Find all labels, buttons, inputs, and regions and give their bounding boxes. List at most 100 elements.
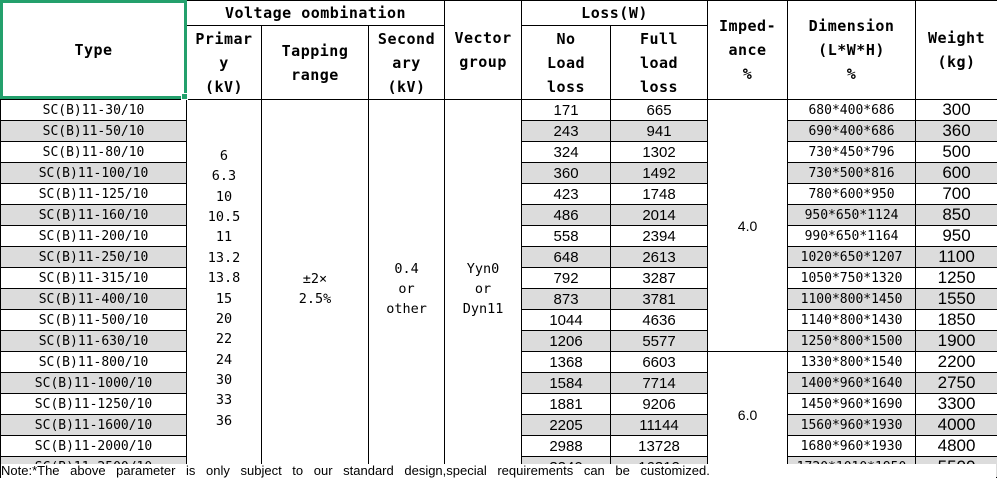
weight-cell: 1550 [915, 288, 997, 310]
col-header-primary-kv: Primar y (kV) [186, 25, 262, 100]
no-load-loss-cell: 2205 [521, 414, 612, 436]
dimension-cell: 950*650*1124 [787, 204, 917, 226]
weight-cell: 2750 [915, 372, 997, 394]
weight-cell: 300 [915, 99, 997, 121]
weight-cell: 1250 [915, 267, 997, 289]
type-cell: SC(B)11-100/10 [0, 162, 187, 184]
no-load-loss-cell: 486 [521, 204, 612, 226]
table-body: SC(B)11-30/10 6 6.3 10 10.5 11 13.2 13.8 … [0, 99, 997, 478]
dimension-cell: 990*650*1164 [787, 225, 917, 247]
full-load-loss-cell: 3287 [610, 267, 709, 289]
full-load-loss-cell: 941 [610, 120, 709, 142]
type-cell: SC(B)11-400/10 [0, 288, 187, 310]
full-load-loss-cell: 3781 [610, 288, 709, 310]
no-load-loss-cell: 171 [521, 99, 612, 121]
table-row: SC(B)11-1000/10 1584 7714 1400*960*1640 2750 [0, 372, 997, 394]
col-header-voltage-combination: Voltage oombination [185, 0, 446, 26]
dimension-cell: 1400*960*1640 [787, 372, 917, 394]
weight-cell: 700 [915, 183, 997, 205]
no-load-loss-cell: 360 [521, 162, 612, 184]
type-cell: SC(B)11-50/10 [0, 120, 187, 142]
weight-cell: 500 [915, 141, 997, 163]
col-header-full-load-loss: Full load loss [610, 25, 709, 100]
full-load-loss-cell: 1492 [610, 162, 709, 184]
weight-cell: 850 [915, 204, 997, 226]
no-load-loss-cell: 558 [521, 225, 612, 247]
weight-cell: 4000 [915, 414, 997, 436]
vector-group-cell: Yyn0 or Dyn11 [444, 99, 523, 478]
col-header-loss: Loss(W) [521, 0, 709, 26]
weight-cell: 2200 [915, 351, 997, 373]
no-load-loss-cell: 2988 [521, 435, 612, 457]
weight-cell: 1850 [915, 309, 997, 331]
dimension-cell: 780*600*950 [787, 183, 917, 205]
no-load-loss-cell: 1368 [521, 351, 612, 373]
no-load-loss-cell: 873 [521, 288, 612, 310]
dimension-cell: 1330*800*1540 [787, 351, 917, 373]
weight-cell: 3300 [915, 393, 997, 415]
full-load-loss-cell: 5577 [610, 330, 709, 352]
full-load-loss-cell: 11144 [610, 414, 709, 436]
table-row: SC(B)11-800/10 1368 6603 6.0 1330*800*1540 22… [0, 351, 997, 478]
full-load-loss-cell: 9206 [610, 393, 709, 415]
type-cell: SC(B)11-315/10 [0, 267, 187, 289]
no-load-loss-cell: 324 [521, 141, 612, 163]
dimension-cell: 1250*800*1500 [787, 330, 917, 352]
type-cell: SC(B)11-500/10 [0, 309, 187, 331]
secondary-voltage-cell: 0.4 or other [367, 99, 446, 478]
table-row: SC(B)11-1600/10 2205 11144 1560*960*1930 400… [0, 414, 997, 436]
tapping-range-cell: ±2× 2.5% [261, 99, 369, 478]
full-load-loss-cell: 1302 [610, 141, 709, 163]
dimension-cell: 730*450*796 [787, 141, 917, 163]
table-row: SC(B)11-160/10 486 2014 950*650*1124 850 [0, 204, 997, 226]
no-load-loss-cell: 792 [521, 267, 612, 289]
full-load-loss-cell: 2613 [610, 246, 709, 268]
dimension-cell: 730*500*816 [787, 162, 917, 184]
selection-fill-handle[interactable] [181, 93, 188, 100]
table-row: SC(B)11-30/10 6 6.3 10 10.5 11 13.2 13.8 … [0, 99, 997, 478]
col-header-weight: Weight (kg) [915, 0, 997, 100]
no-load-loss-cell: 243 [521, 120, 612, 142]
dimension-cell: 680*400*686 [787, 99, 917, 121]
dimension-cell: 1020*650*1207 [787, 246, 917, 268]
no-load-loss-cell: 423 [521, 183, 612, 205]
cell-selection-border[interactable] [0, 0, 188, 100]
weight-cell: 600 [915, 162, 997, 184]
impedance-lower-cell: 6.0 [707, 351, 789, 478]
table-row: SC(B)11-50/10 243 941 690*400*686 360 [0, 120, 997, 142]
table-row: SC(B)11-315/10 792 3287 1050*750*1320 1250 [0, 267, 997, 289]
dimension-cell: 1450*960*1690 [787, 393, 917, 415]
col-header-impedance: Imped- ance % [707, 0, 789, 100]
weight-cell: 1900 [915, 330, 997, 352]
type-cell: SC(B)11-30/10 [0, 99, 187, 121]
col-header-dimension: Dimension (L*W*H) % [787, 0, 917, 100]
type-cell: SC(B)11-800/10 [0, 351, 187, 373]
table-row: SC(B)11-125/10 423 1748 780*600*950 700 [0, 183, 997, 205]
full-load-loss-cell: 2394 [610, 225, 709, 247]
no-load-loss-cell: 1206 [521, 330, 612, 352]
full-load-loss-cell: 2014 [610, 204, 709, 226]
full-load-loss-cell: 4636 [610, 309, 709, 331]
dimension-cell: 1050*750*1320 [787, 267, 917, 289]
no-load-loss-cell: 648 [521, 246, 612, 268]
weight-cell: 1100 [915, 246, 997, 268]
col-header-no-load-loss: No Load loss [521, 25, 612, 100]
table-row: SC(B)11-1250/10 1881 9206 1450*960*1690 3300 [0, 393, 997, 415]
weight-cell: 360 [915, 120, 997, 142]
col-header-vector-group: Vector group [444, 0, 523, 100]
full-load-loss-cell: 7714 [610, 372, 709, 394]
weight-cell: 950 [915, 225, 997, 247]
type-cell: SC(B)11-250/10 [0, 246, 187, 268]
table-row: SC(B)11-100/10 360 1492 730*500*816 600 [0, 162, 997, 184]
dimension-cell: 690*400*686 [787, 120, 917, 142]
type-cell: SC(B)11-160/10 [0, 204, 187, 226]
no-load-loss-cell: 1044 [521, 309, 612, 331]
full-load-loss-cell: 13728 [610, 435, 709, 457]
full-load-loss-cell: 1748 [610, 183, 709, 205]
type-cell: SC(B)11-630/10 [0, 330, 187, 352]
dimension-cell: 1680*960*1930 [787, 435, 917, 457]
col-header-secondary-kv: Second ary (kV) [367, 25, 446, 100]
no-load-loss-cell: 1881 [521, 393, 612, 415]
